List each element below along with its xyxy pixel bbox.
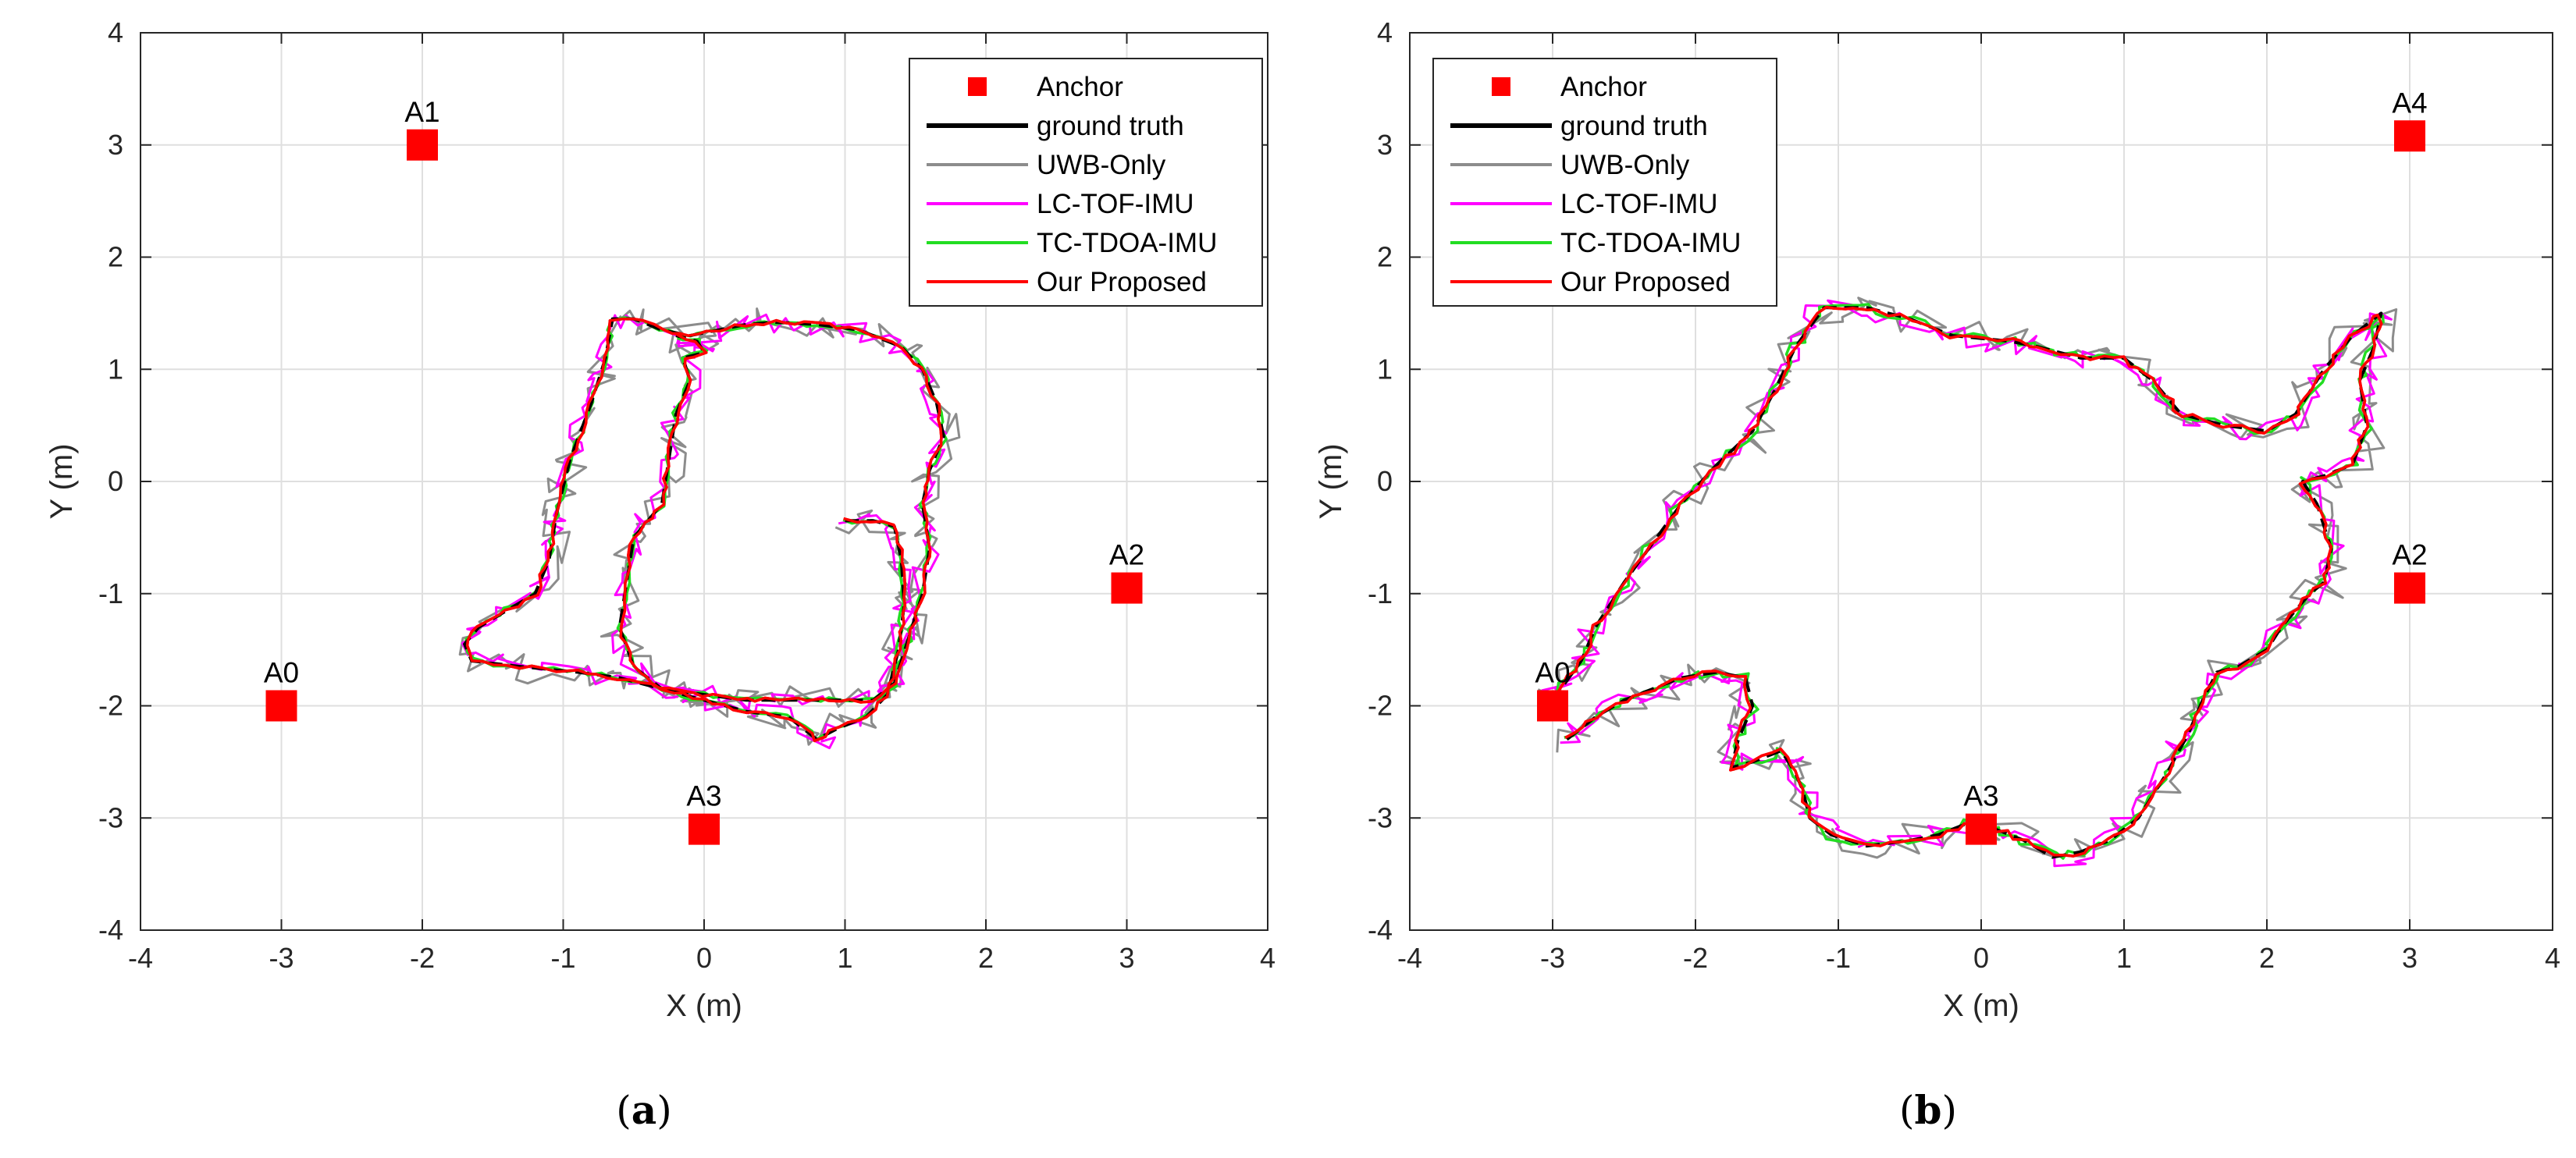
y-tick-label: 0 (1377, 465, 1393, 497)
caption-part: a (632, 1087, 656, 1133)
anchor-label: A4 (2392, 87, 2427, 119)
y-tick-label: -4 (1368, 914, 1393, 946)
y-axis-label: Y (m) (44, 443, 79, 519)
x-tick-label: 4 (2545, 942, 2560, 974)
y-tick-label: 4 (1377, 16, 1393, 48)
anchor-marker (407, 129, 438, 161)
anchor-marker (1537, 690, 1568, 722)
legend-entry: Our Proposed (1037, 267, 1207, 297)
y-tick-label: -1 (1368, 577, 1393, 609)
anchor-label: A2 (2392, 539, 2427, 571)
x-tick-label: 0 (1973, 942, 1989, 974)
y-tick-label: -4 (98, 914, 123, 946)
series-line-our-proposed-top (465, 317, 943, 743)
legend: Anchor ground truth UWB-Only LC-TOF-IMU TC-T… (909, 58, 1263, 307)
anchor-label: A3 (1963, 780, 1998, 812)
panel-caption: (a) (616, 1087, 671, 1133)
x-tick-label: -4 (1397, 942, 1422, 974)
caption-part: ) (1941, 1088, 1957, 1133)
x-tick-label: -2 (410, 942, 435, 974)
anchor-marker (1966, 813, 1997, 845)
x-tick-label: -1 (1826, 942, 1851, 974)
anchor-label: A0 (1535, 657, 1570, 689)
legend-entry: TC-TDOA-IMU (1560, 228, 1741, 258)
legend-entry: ground truth (1037, 111, 1184, 141)
caption-part: ) (656, 1088, 672, 1133)
legend-entry: UWB-Only (1037, 150, 1166, 180)
legend-anchor-swatch (1492, 77, 1510, 96)
x-tick-label: 0 (696, 942, 712, 974)
x-tick-label: 1 (837, 942, 852, 974)
x-axis-label: X (m) (666, 989, 742, 1023)
x-tick-label: -3 (1540, 942, 1565, 974)
anchor-label: A0 (264, 657, 299, 689)
x-tick-label: 1 (2116, 942, 2132, 974)
anchor-label: A2 (1109, 539, 1144, 571)
anchor-marker (2394, 120, 2425, 152)
y-tick-label: 3 (108, 129, 123, 161)
caption-part: ( (616, 1088, 632, 1133)
caption-part: b (1915, 1087, 1942, 1133)
y-tick-label: 4 (108, 16, 123, 48)
caption-part: ( (1899, 1088, 1915, 1133)
y-tick-label: 0 (108, 465, 123, 497)
legend-entry: Anchor (1560, 72, 1647, 102)
legend-entry: LC-TOF-IMU (1037, 189, 1194, 219)
y-axis-label: Y (m) (1314, 443, 1348, 519)
legend-entry: Anchor (1037, 72, 1123, 102)
anchor-marker (265, 690, 297, 722)
x-tick-label: 2 (2259, 942, 2275, 974)
y-tick-label: -2 (98, 690, 123, 722)
series-line-lc-tof-imu (1541, 299, 2393, 868)
legend-anchor-swatch (968, 77, 987, 96)
legend-entry: UWB-Only (1560, 150, 1690, 180)
y-tick-label: -1 (98, 577, 123, 609)
y-tick-label: -2 (1368, 690, 1393, 722)
y-tick-label: 1 (108, 353, 123, 385)
anchor-label: A3 (686, 780, 721, 812)
panel-caption: (b) (1899, 1087, 1957, 1133)
legend-entry: Our Proposed (1560, 267, 1731, 297)
chart-panel-b: -4 -3 -2 -1 0 1 2 3 4 -4 -3 -2 -1 0 1 2 3 4 A4 A0 A2 A3 X (m) Y… (1314, 16, 2560, 1133)
x-tick-label: -3 (269, 942, 294, 974)
legend: Anchor ground truth UWB-Only LC-TOF-IMU TC-T… (1432, 58, 1777, 307)
legend-entry: TC-TDOA-IMU (1037, 228, 1217, 258)
y-tick-label: 2 (1377, 241, 1393, 273)
y-tick-label: 2 (108, 241, 123, 273)
x-tick-label: 2 (978, 942, 994, 974)
x-axis-label: X (m) (1943, 989, 2019, 1023)
x-tick-label: -4 (128, 942, 153, 974)
x-tick-label: 3 (1119, 942, 1134, 974)
anchor-marker (688, 813, 720, 845)
series-line-uwb-only (458, 307, 961, 746)
y-tick-label: 1 (1377, 353, 1393, 385)
x-tick-label: 4 (1260, 942, 1276, 974)
anchor-label: A1 (404, 96, 439, 128)
legend-box (1432, 58, 1777, 307)
x-tick-label: 3 (2402, 942, 2418, 974)
y-tick-label: -3 (98, 801, 123, 833)
anchor-marker (2394, 572, 2425, 604)
legend-entry: LC-TOF-IMU (1560, 189, 1718, 219)
legend-entry: ground truth (1560, 111, 1708, 141)
anchor-marker (1111, 572, 1143, 604)
legend-box (909, 58, 1263, 307)
y-tick-label: -3 (1368, 801, 1393, 833)
chart-panel-a: -4 -3 -2 -1 0 1 2 3 4 -4 -3 -2 -1 0 1 2 3 4 A1 A0 A2 A3 X (m) Y… (44, 16, 1276, 1133)
y-tick-label: 3 (1377, 129, 1393, 161)
x-tick-label: -1 (550, 942, 575, 974)
series-line-our-proposed-top (1553, 305, 2383, 858)
x-tick-label: -2 (1683, 942, 1708, 974)
